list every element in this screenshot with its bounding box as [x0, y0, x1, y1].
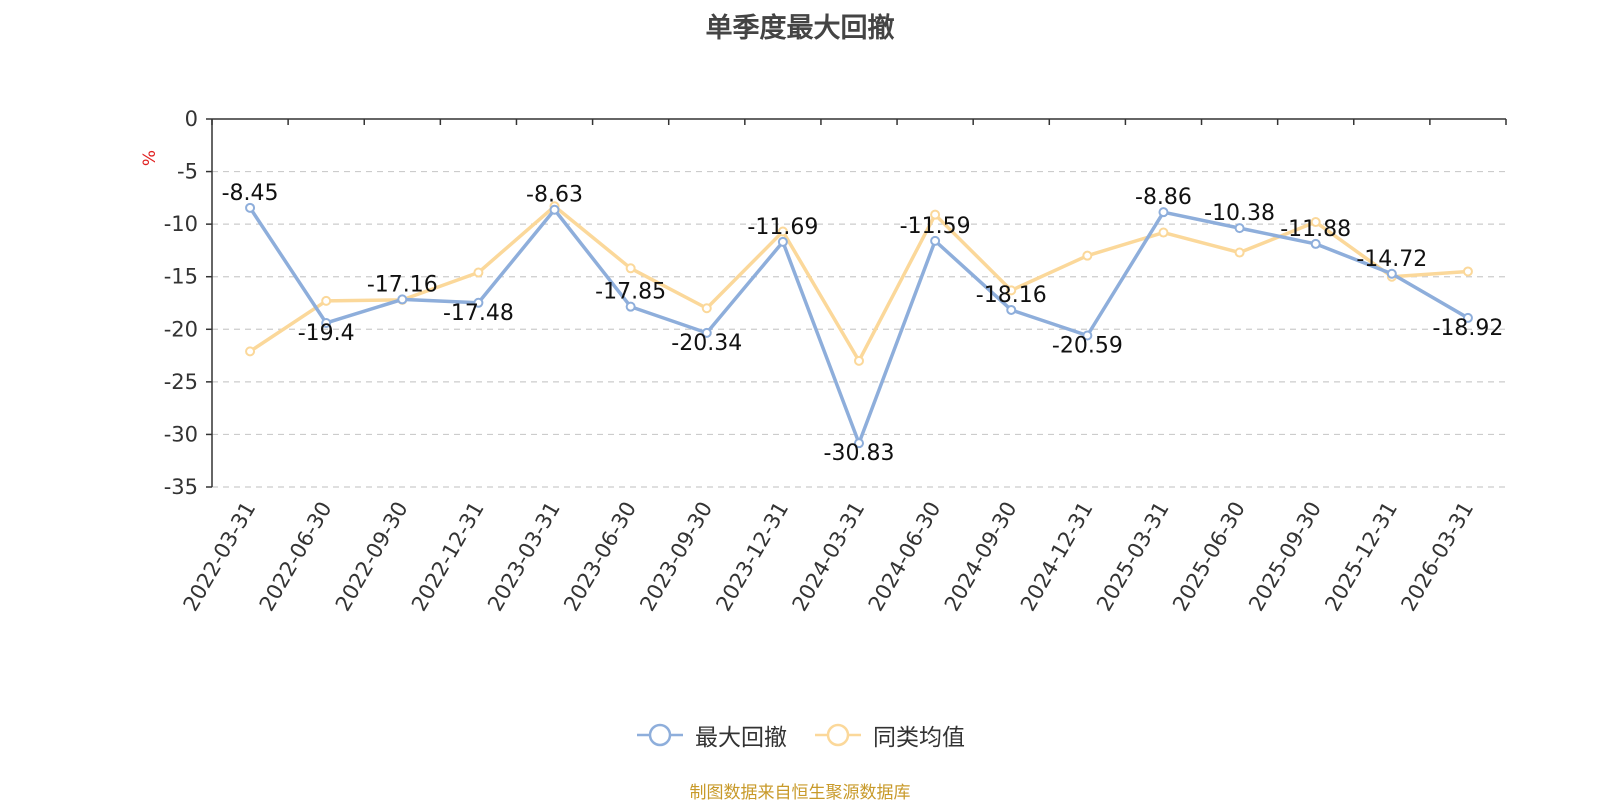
y-tick-label: -30 [164, 422, 198, 446]
series-layer [245, 201, 1473, 449]
data-point [1462, 266, 1473, 277]
data-point [777, 226, 788, 237]
grid-layer [212, 170, 1506, 488]
data-label: -30.83 [824, 441, 895, 466]
data-label: -17.48 [443, 301, 514, 326]
data-point [1234, 223, 1245, 234]
x-tick-label: 2024-12-31 [1016, 498, 1098, 616]
data-label: -11.69 [747, 215, 818, 240]
legend-item[interactable]: 同类均值 [813, 718, 965, 752]
data-point [854, 355, 864, 366]
data-point [701, 303, 712, 314]
legend-line-circle-icon [815, 723, 861, 747]
data-point [854, 438, 864, 449]
x-tick-label: 2024-03-31 [788, 498, 870, 616]
data-label: -8.63 [526, 183, 583, 208]
source-note: 制图数据来自恒生聚源数据库 [689, 783, 911, 803]
data-point [701, 327, 712, 338]
data-point [321, 317, 332, 328]
series-line [248, 206, 1469, 445]
data-point [1158, 227, 1169, 238]
data-label: -20.34 [671, 331, 742, 356]
y-tick-label: -5 [177, 160, 198, 184]
data-point [473, 297, 484, 308]
x-tick-label: 2022-09-30 [331, 498, 413, 616]
y-tick-label: 0 [185, 107, 198, 131]
y-tick-label: -10 [164, 212, 198, 236]
data-point [1234, 247, 1245, 258]
data-point [1310, 217, 1321, 228]
x-tick-label: 2023-03-31 [483, 498, 565, 616]
legend-label: 同类均值 [873, 725, 965, 751]
data-label: -18.16 [976, 283, 1047, 308]
chart-title: 单季度最大回撤 [705, 13, 895, 44]
legend-item[interactable]: 最大回撤 [635, 718, 787, 752]
data-point [245, 346, 256, 357]
x-tick-label: 2025-09-30 [1244, 498, 1326, 616]
x-tick-label: 2023-12-31 [711, 498, 793, 616]
data-point [245, 202, 256, 213]
data-point [1158, 207, 1169, 218]
data-point [1006, 285, 1017, 296]
data-point [1082, 250, 1093, 261]
data-label: -20.59 [1052, 333, 1123, 358]
data-point [1310, 238, 1321, 249]
data-point [1462, 312, 1473, 323]
x-tick-label: 2026-03-31 [1396, 498, 1478, 616]
x-tick-label: 2023-06-30 [559, 498, 641, 616]
data-label: -11.59 [900, 214, 971, 239]
data-label: -19.4 [298, 321, 355, 346]
data-point [1006, 304, 1017, 315]
legend-line-circle-icon [637, 723, 683, 747]
x-tick-label: 2025-12-31 [1320, 498, 1402, 616]
data-label-layer: -8.45 -19.4 -17.16-17.48 -8.63 -17.85 -20.34 -… [222, 181, 1504, 466]
data-point [549, 204, 560, 215]
data-point [777, 236, 788, 247]
data-point [473, 267, 484, 278]
data-point [321, 295, 332, 306]
data-label: -8.45 [222, 181, 279, 206]
y-tick-label: -35 [164, 475, 198, 499]
data-point [930, 209, 941, 220]
y-tick-label: -25 [164, 370, 198, 394]
x-tick-label: 2022-12-31 [407, 497, 489, 615]
legend: 最大回撤 同类均值 [0, 718, 1600, 752]
data-label: -17.85 [595, 280, 666, 305]
y-tick-label: -20 [164, 317, 198, 341]
x-tick-label: 2025-03-31 [1092, 498, 1174, 616]
data-point [625, 301, 636, 312]
legend-label: 最大回撤 [695, 725, 787, 751]
x-tick-label: 2025-06-30 [1168, 498, 1250, 616]
y-axis-label: % [140, 150, 160, 166]
axis-layer: 0 -5 -10 -15 -20 -25 -30 -35% 2022-03-312022-06-… [140, 107, 1507, 616]
data-label: -11.88 [1280, 217, 1351, 242]
x-tick-label: 2022-03-31 [179, 498, 261, 616]
data-label: -14.72 [1356, 247, 1427, 272]
data-label: -8.86 [1135, 185, 1192, 210]
data-point [625, 263, 636, 274]
x-tick-label: 2023-09-30 [635, 498, 717, 616]
x-tick-label: 2024-09-30 [940, 498, 1022, 616]
data-label: -10.38 [1204, 201, 1275, 226]
data-label: -18.92 [1432, 316, 1503, 341]
data-point [930, 235, 941, 246]
data-point [397, 294, 408, 305]
x-tick-label: 2022-06-30 [255, 498, 337, 616]
data-point [1386, 268, 1397, 279]
x-tick-label: 2024-06-30 [864, 498, 946, 616]
data-point [1082, 330, 1093, 341]
y-tick-label: -15 [164, 265, 198, 289]
data-label: -17.16 [367, 272, 438, 297]
